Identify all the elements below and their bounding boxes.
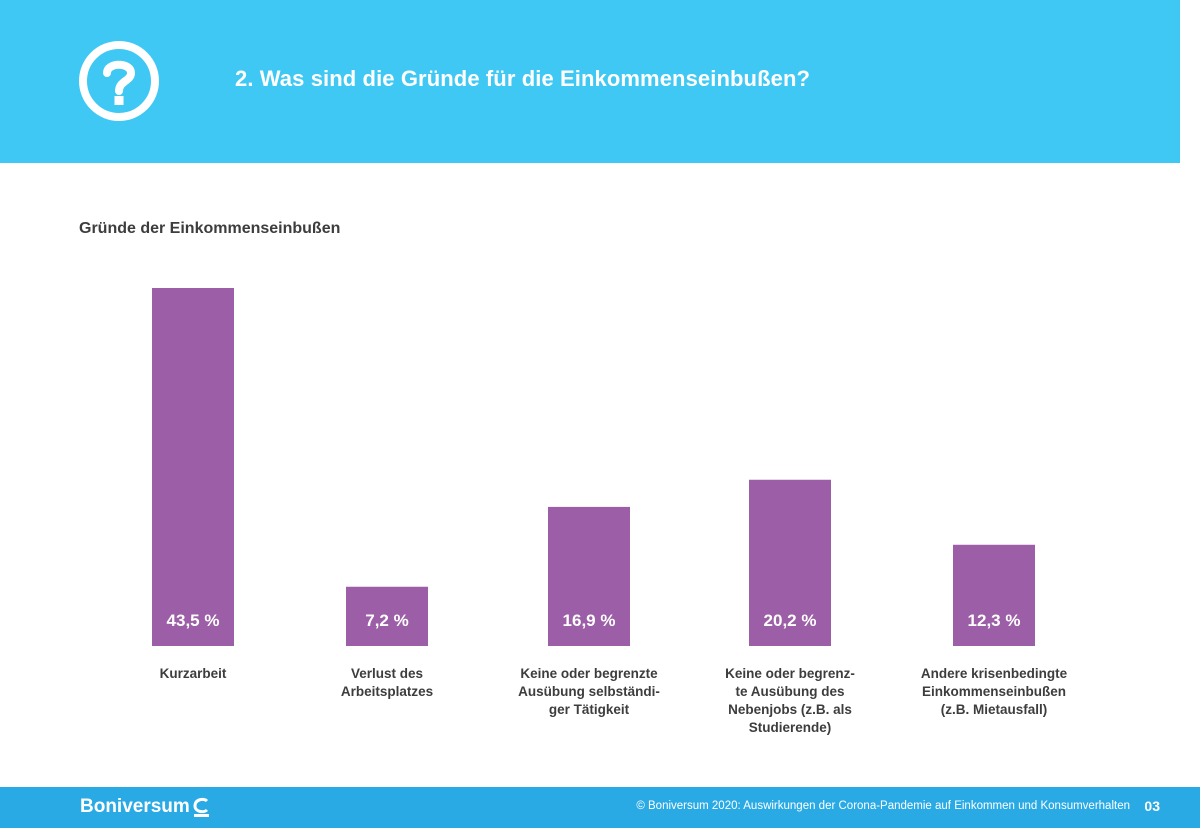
- page-number: 03: [1144, 798, 1160, 814]
- bar-value-label-3: 20,2 %: [764, 611, 817, 630]
- footer-bar: Boniversum © Boniversum 2020: Auswirkung…: [0, 787, 1200, 828]
- bar-2: [548, 506, 630, 646]
- question-circle-icon: [79, 41, 159, 121]
- header-banner: 2. Was sind die Gründe für die Einkommen…: [0, 0, 1180, 163]
- bar-1: [346, 586, 428, 646]
- bar-value-label-0: 43,5 %: [167, 611, 220, 630]
- bar-chart: 43,5 % Kurzarbeit 7,2 % Verlust des Arbeitsp…: [152, 288, 1068, 735]
- footer-copyright: © Boniversum 2020: Auswirkungen der Coro…: [636, 800, 1130, 812]
- category-label-2: Keine oder begrenzte Ausübung selbständi-…: [518, 666, 660, 717]
- category-label-0: Kurzarbeit: [160, 666, 227, 681]
- brand-name: Boniversum: [80, 796, 190, 817]
- page-title: 2. Was sind die Gründe für die Einkommen…: [235, 66, 811, 91]
- category-label-1: Verlust des Arbeitsplatzes: [341, 666, 433, 699]
- bar-value-label-4: 12,3 %: [968, 611, 1021, 630]
- category-label-3: Keine oder begrenz-te Ausübung des Nebenj…: [725, 666, 855, 735]
- bar-4: [953, 544, 1035, 646]
- bar-value-label-2: 16,9 %: [563, 611, 616, 630]
- boniversum-logo-icon: [193, 797, 209, 817]
- category-label-4: Andere krisenbedingte Einkommenseinbußen(…: [921, 666, 1068, 717]
- bar-value-label-1: 7,2 %: [365, 611, 408, 630]
- chart-title: Gründe der Einkommenseinbußen: [79, 220, 341, 237]
- bar-3: [749, 479, 831, 646]
- bar-0: [152, 288, 234, 646]
